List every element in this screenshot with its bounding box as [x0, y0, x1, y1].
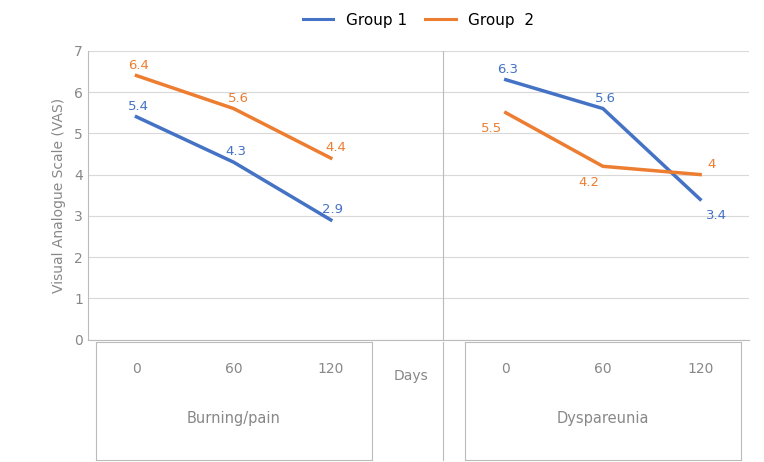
Text: 0: 0 — [501, 362, 510, 376]
Y-axis label: Visual Analogue Scale (VAS): Visual Analogue Scale (VAS) — [52, 97, 66, 293]
Text: 60: 60 — [594, 362, 612, 376]
Text: Burning/pain: Burning/pain — [186, 411, 280, 426]
Text: 6.4: 6.4 — [128, 59, 149, 72]
Text: 4.3: 4.3 — [225, 145, 246, 158]
Text: 120: 120 — [687, 362, 714, 376]
Text: 4: 4 — [707, 158, 715, 170]
Legend: Group 1, Group  2: Group 1, Group 2 — [296, 6, 540, 34]
Text: Dyspareunia: Dyspareunia — [557, 411, 649, 426]
Text: 4.2: 4.2 — [578, 176, 599, 189]
Text: 5.4: 5.4 — [128, 100, 149, 113]
Text: 4.4: 4.4 — [325, 141, 346, 154]
Text: 60: 60 — [225, 362, 242, 376]
Text: Days: Days — [393, 369, 429, 383]
Text: 5.6: 5.6 — [594, 91, 616, 104]
Text: 5.5: 5.5 — [481, 122, 502, 135]
Text: 3.4: 3.4 — [706, 209, 727, 222]
Text: 2.9: 2.9 — [322, 203, 344, 216]
Text: 0: 0 — [132, 362, 141, 376]
Text: 120: 120 — [318, 362, 344, 376]
Text: 5.6: 5.6 — [228, 91, 249, 104]
Text: 6.3: 6.3 — [497, 63, 519, 76]
